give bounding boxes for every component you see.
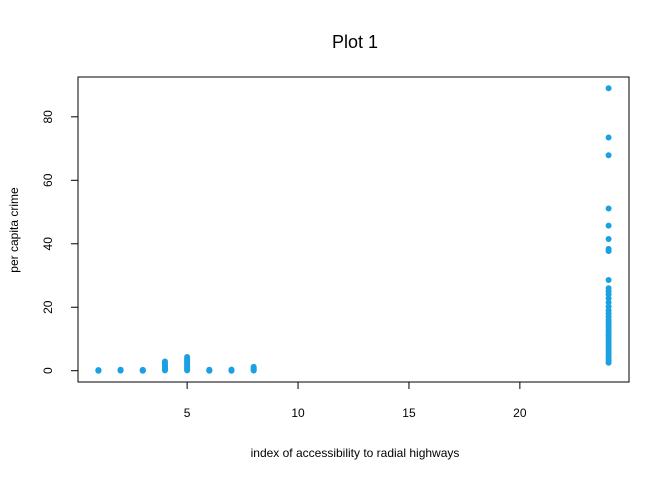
y-axis: 0 20 40 60 80 <box>41 110 79 374</box>
x-tick-label: 10 <box>291 406 305 420</box>
data-point <box>605 285 612 292</box>
data-point <box>605 85 612 92</box>
data-point <box>117 366 124 373</box>
data-point <box>184 354 191 361</box>
data-point <box>605 236 612 243</box>
y-tick-label: 80 <box>41 110 55 124</box>
data-point <box>95 367 102 374</box>
data-point <box>605 276 612 283</box>
data-point <box>605 299 612 306</box>
y-axis-label: per capita crime <box>7 187 21 273</box>
data-point <box>605 134 612 141</box>
data-point <box>139 366 146 373</box>
data-point <box>605 245 612 252</box>
x-tick-label: 5 <box>184 406 191 420</box>
y-tick-label: 40 <box>41 237 55 251</box>
data-point <box>605 303 612 310</box>
x-axis-label: index of accessibility to radial highway… <box>251 446 460 460</box>
data-points <box>95 85 612 374</box>
y-tick-label: 0 <box>41 367 55 374</box>
data-point <box>206 366 213 373</box>
data-point <box>228 366 235 373</box>
x-tick-label: 20 <box>513 406 527 420</box>
data-point <box>250 363 257 370</box>
y-tick-label: 60 <box>41 173 55 187</box>
y-tick-label: 20 <box>41 300 55 314</box>
chart-title: Plot 1 <box>332 32 378 52</box>
plot-frame <box>77 76 630 383</box>
x-tick-label: 15 <box>402 406 416 420</box>
data-point <box>605 152 612 159</box>
data-point <box>161 358 168 365</box>
data-point <box>605 222 612 229</box>
x-axis: 5 10 15 20 <box>184 381 527 420</box>
data-point <box>605 205 612 212</box>
